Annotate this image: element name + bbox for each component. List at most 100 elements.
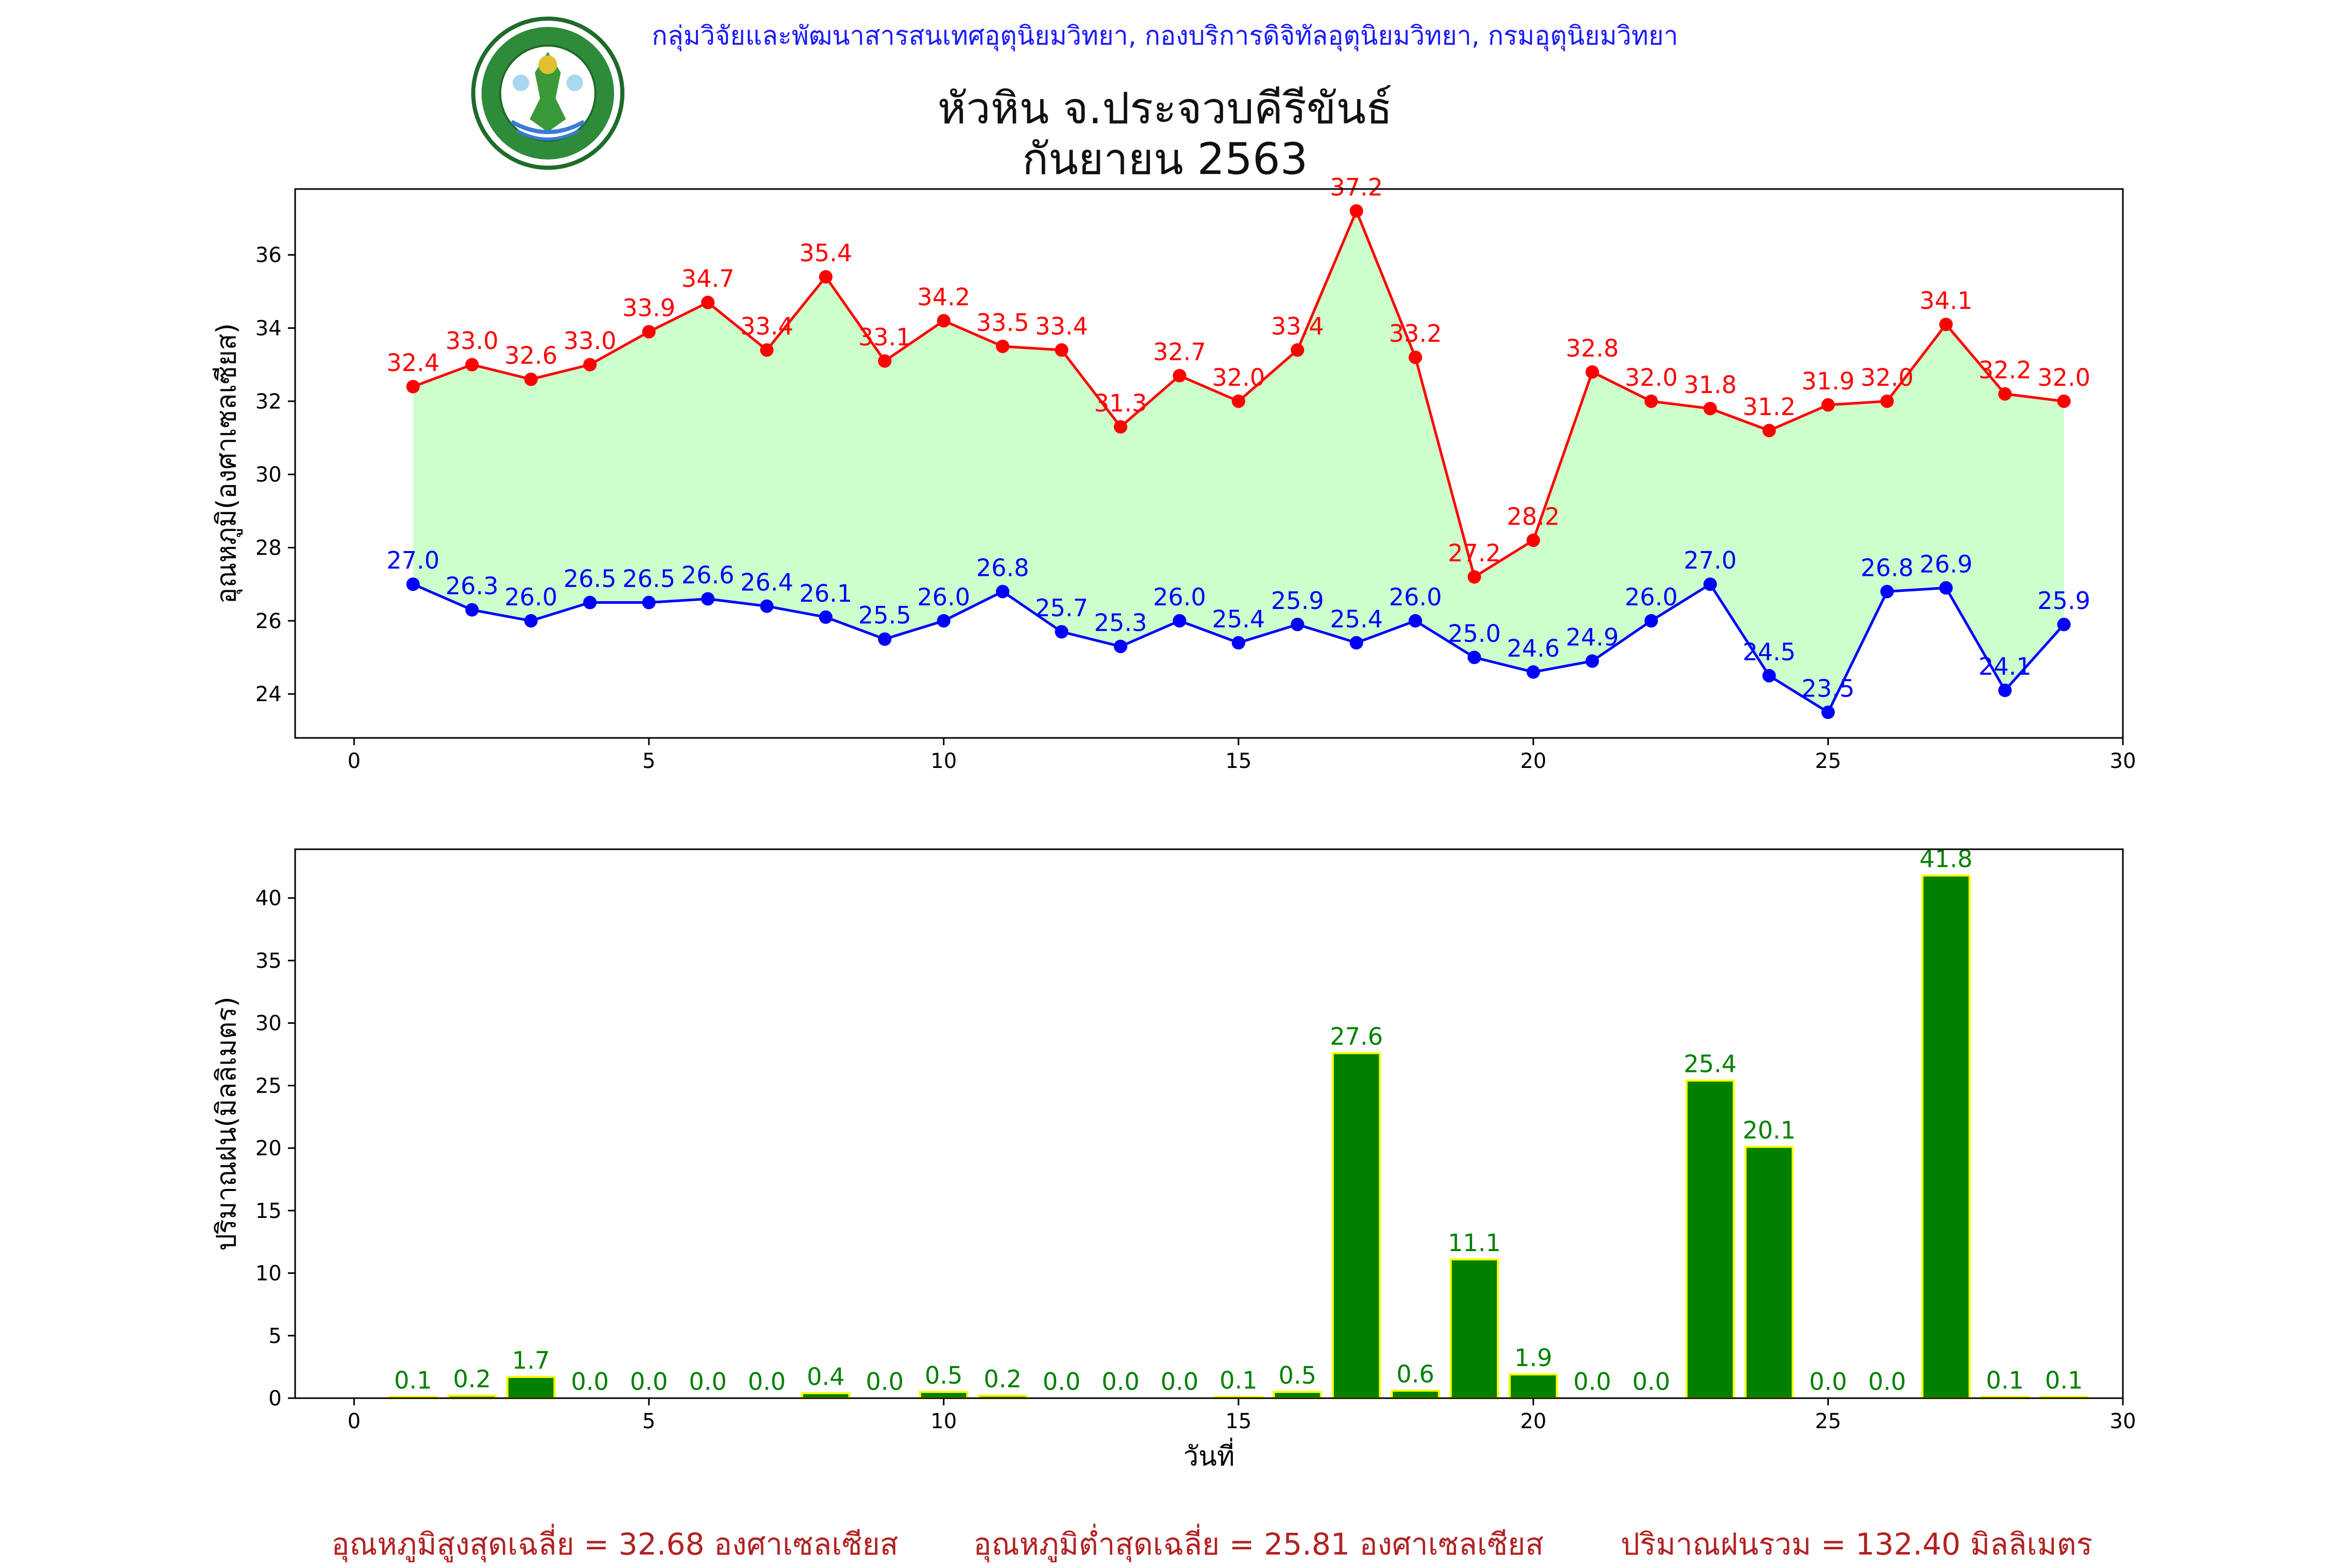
max-temp-data-label: 33.9 (622, 294, 675, 322)
rain-data-label: 25.4 (1684, 1050, 1737, 1078)
temp-xtick-label: 10 (930, 749, 957, 773)
rain-ytick-label: 25 (255, 1074, 282, 1098)
max-temp-point (937, 314, 951, 327)
max-temp-point (1173, 369, 1186, 382)
min-temp-point (1585, 655, 1599, 668)
temp-ytick-label: 34 (255, 317, 282, 341)
temp-xtick-label: 30 (2110, 749, 2136, 773)
temperature-panel: 32.433.032.633.033.934.733.435.433.134.2… (211, 173, 2136, 773)
min-temp-data-label: 25.4 (1330, 605, 1382, 633)
max-temp-data-label: 32.7 (1153, 338, 1206, 366)
min-temp-data-label: 26.1 (799, 579, 852, 607)
rain-bar (1392, 1391, 1439, 1398)
temp-xtick-label: 25 (1815, 749, 1841, 773)
max-temp-data-label: 34.7 (681, 265, 734, 293)
max-temp-data-label: 32.8 (1566, 334, 1619, 362)
min-temp-point (878, 632, 892, 646)
min-temp-point (760, 600, 774, 613)
rain-data-label: 0.1 (2045, 1367, 2083, 1395)
min-temp-point (583, 596, 596, 609)
rain-xtick-label: 20 (1520, 1410, 1547, 1433)
rain-data-label: 27.6 (1330, 1023, 1382, 1051)
rain-data-label: 1.7 (512, 1346, 550, 1374)
max-temp-data-label: 31.8 (1684, 371, 1737, 399)
rain-ytick-label: 35 (255, 949, 282, 973)
max-temp-data-label: 32.0 (1625, 364, 1678, 391)
min-temp-data-label: 26.9 (1919, 550, 1972, 578)
max-temp-point (642, 325, 656, 339)
rain-bar (1274, 1392, 1321, 1398)
min-temp-data-label: 25.9 (2037, 587, 2090, 615)
max-temp-data-label: 33.4 (1035, 312, 1088, 340)
min-temp-data-label: 25.4 (1212, 605, 1265, 633)
min-temp-data-label: 26.5 (563, 565, 616, 593)
rain-ytick-label: 40 (255, 887, 282, 910)
rain-data-label: 0.1 (1219, 1367, 1257, 1395)
min-temp-point (1291, 618, 1304, 631)
rain-xtick-label: 10 (930, 1410, 957, 1433)
rain-bar (507, 1377, 555, 1398)
rain-ylabel: ปริมาณฝน(มิลลิเมตร) (211, 996, 242, 1251)
rain-data-label: 0.0 (866, 1368, 904, 1396)
max-temp-data-label: 33.1 (858, 323, 911, 351)
max-temp-point (1763, 424, 1776, 437)
rain-data-label: 11.1 (1448, 1229, 1501, 1257)
max-temp-point (1644, 395, 1658, 408)
max-temp-data-label: 28.2 (1507, 502, 1560, 530)
temp-ytick-label: 30 (255, 463, 282, 487)
rain-xtick-label: 5 (642, 1410, 655, 1433)
max-temp-point (524, 372, 537, 386)
rain-ytick-label: 15 (255, 1199, 282, 1223)
max-temp-point (406, 380, 420, 394)
rain-data-label: 20.1 (1743, 1116, 1796, 1144)
rain-data-label: 0.0 (571, 1368, 609, 1396)
rain-data-label: 0.0 (1160, 1368, 1198, 1396)
max-temp-point (1232, 395, 1245, 408)
min-temp-data-label: 26.0 (504, 583, 557, 611)
min-temp-point (1644, 614, 1658, 628)
min-temp-data-label: 26.0 (1153, 583, 1206, 611)
max-temp-point (1585, 365, 1599, 379)
min-temp-point (1055, 625, 1068, 638)
min-temp-point (701, 592, 715, 605)
rain-bar (1686, 1081, 1734, 1398)
rain-bar (1745, 1147, 1793, 1398)
rain-ytick-label: 10 (255, 1262, 282, 1286)
temp-ytick-label: 24 (255, 683, 282, 706)
min-temp-point (465, 603, 479, 617)
rain-data-label: 1.9 (1514, 1344, 1552, 1372)
max-temp-point (878, 354, 892, 368)
rain-data-label: 0.0 (1102, 1368, 1140, 1396)
max-temp-data-label: 34.2 (917, 283, 970, 311)
max-temp-data-label: 32.2 (1978, 356, 2031, 384)
rain-bar (1923, 876, 1970, 1398)
min-temp-point (1939, 581, 1953, 594)
min-temp-data-label: 26.6 (681, 561, 734, 589)
rain-xtick-label: 25 (1815, 1410, 1841, 1433)
min-temp-data-label: 27.0 (1684, 546, 1737, 574)
temp-ytick-label: 28 (255, 536, 282, 560)
min-temp-data-label: 27.0 (387, 546, 440, 574)
rainfall-panel: 0.1 0.2 1.7 0.0 0.0 0.0 0.0 0.4 0.0 0.5 0.2 0.0 0.0 0… (211, 845, 2136, 1472)
min-temp-data-label: 26.5 (622, 565, 675, 593)
rain-ytick-label: 5 (269, 1324, 282, 1348)
max-temp-point (1703, 402, 1717, 415)
max-temp-point (2057, 395, 2071, 408)
min-temp-data-label: 24.1 (1978, 652, 2031, 680)
rain-bar (920, 1392, 967, 1398)
min-temp-point (1998, 684, 2012, 697)
max-temp-data-label: 32.0 (1212, 364, 1265, 391)
rain-frame (295, 849, 2123, 1398)
max-temp-data-label: 33.0 (445, 327, 498, 355)
min-temp-point (1232, 636, 1245, 649)
min-temp-data-label: 25.3 (1094, 608, 1147, 636)
max-temp-point (465, 358, 479, 371)
avg-min-temp: อุณหภูมิต่ำสุดเฉลี่ย = 25.81 องศาเซลเซีย… (973, 1520, 1543, 1568)
min-temp-point (1881, 585, 1894, 598)
rain-data-label: 0.0 (1043, 1368, 1081, 1396)
min-temp-point (642, 596, 656, 609)
rain-data-label: 0.2 (984, 1365, 1022, 1393)
min-temp-point (2057, 618, 2071, 631)
max-temp-data-label: 33.4 (1271, 312, 1324, 340)
